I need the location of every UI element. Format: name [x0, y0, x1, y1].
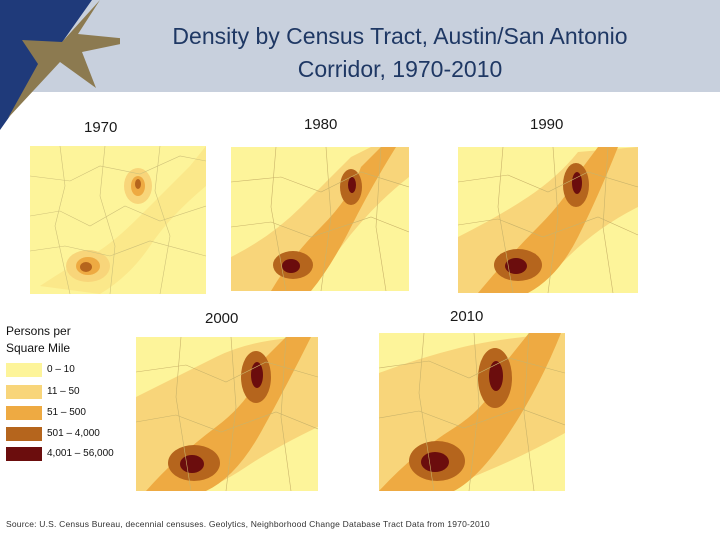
map-1990 — [458, 147, 638, 293]
star-logo-icon — [0, 0, 120, 130]
map-2000 — [136, 337, 318, 491]
legend-item: 0 – 10 — [6, 363, 146, 377]
legend-item: 501 – 4,000 — [6, 427, 146, 441]
legend-swatch — [6, 406, 42, 420]
year-label-2000: 2000 — [205, 310, 239, 327]
legend-item: 4,001 – 56,000 — [6, 447, 146, 461]
legend-label: 11 – 50 — [47, 386, 80, 397]
header-band — [0, 0, 720, 92]
legend-title-line1: Persons per — [6, 324, 71, 338]
legend-item: 11 – 50 — [6, 385, 146, 399]
legend-label: 501 – 4,000 — [47, 428, 100, 439]
source-note: Source: U.S. Census Bureau, decennial ce… — [6, 519, 490, 529]
year-label-1990: 1990 — [530, 116, 564, 133]
legend-swatch — [6, 427, 42, 441]
legend-swatch — [6, 447, 42, 461]
legend-label: 0 – 10 — [47, 364, 75, 375]
map-2010 — [379, 333, 565, 491]
year-label-1970: 1970 — [84, 119, 118, 136]
legend-title: Persons per Square Mile — [6, 323, 71, 357]
legend-swatch — [6, 385, 42, 399]
map-1980 — [231, 147, 409, 291]
legend-label: 51 – 500 — [47, 407, 86, 418]
legend-title-line2: Square Mile — [6, 341, 71, 355]
map-1970 — [30, 146, 206, 294]
year-label-1980: 1980 — [304, 116, 338, 133]
legend-label: 4,001 – 56,000 — [47, 448, 114, 459]
page-title: Density by Census Tract, Austin/San Anto… — [172, 23, 628, 82]
legend-swatch — [6, 363, 42, 377]
year-label-2010: 2010 — [450, 308, 484, 325]
legend-item: 51 – 500 — [6, 406, 146, 420]
